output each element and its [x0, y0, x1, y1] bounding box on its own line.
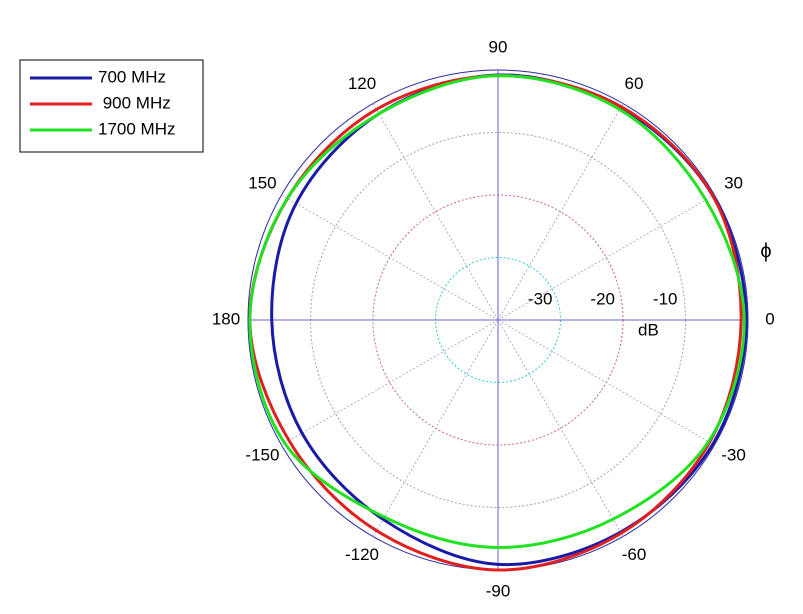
spoke: [497, 194, 715, 321]
theta-tick-label: 90: [489, 37, 508, 56]
spoke: [281, 319, 499, 446]
legend-label: 1700 MHz: [98, 119, 175, 138]
theta-tick-label: 30: [724, 173, 743, 192]
spoke: [497, 319, 624, 537]
theta-tick-label: 120: [348, 74, 376, 93]
legend-label: 700 MHz: [98, 67, 166, 86]
spoke: [497, 319, 715, 446]
theta-tick-label: -30: [721, 445, 746, 464]
theta-tick-label: 150: [248, 173, 276, 192]
spoke: [372, 103, 499, 321]
theta-tick-label: 180: [212, 309, 240, 328]
theta-tick-label: 0: [765, 309, 774, 328]
r-tick-label: -10: [653, 289, 678, 308]
r-tick-label: -30: [528, 289, 553, 308]
series-line: [248, 74, 746, 550]
legend-box: [19, 59, 204, 153]
theta-tick-label: -120: [345, 545, 379, 564]
theta-tick-label: -90: [486, 581, 511, 600]
legend-label: 900 MHz: [98, 93, 171, 112]
r-tick-label: -20: [590, 289, 615, 308]
theta-tick-label: -60: [622, 545, 647, 564]
theta-tick-label: -150: [245, 445, 279, 464]
theta-axis-label: ϕ: [760, 240, 771, 262]
spoke: [372, 319, 499, 537]
spoke: [497, 103, 624, 321]
spoke: [281, 194, 499, 321]
theta-tick-label: 60: [625, 74, 644, 93]
r-axis-label: dB: [638, 320, 659, 339]
